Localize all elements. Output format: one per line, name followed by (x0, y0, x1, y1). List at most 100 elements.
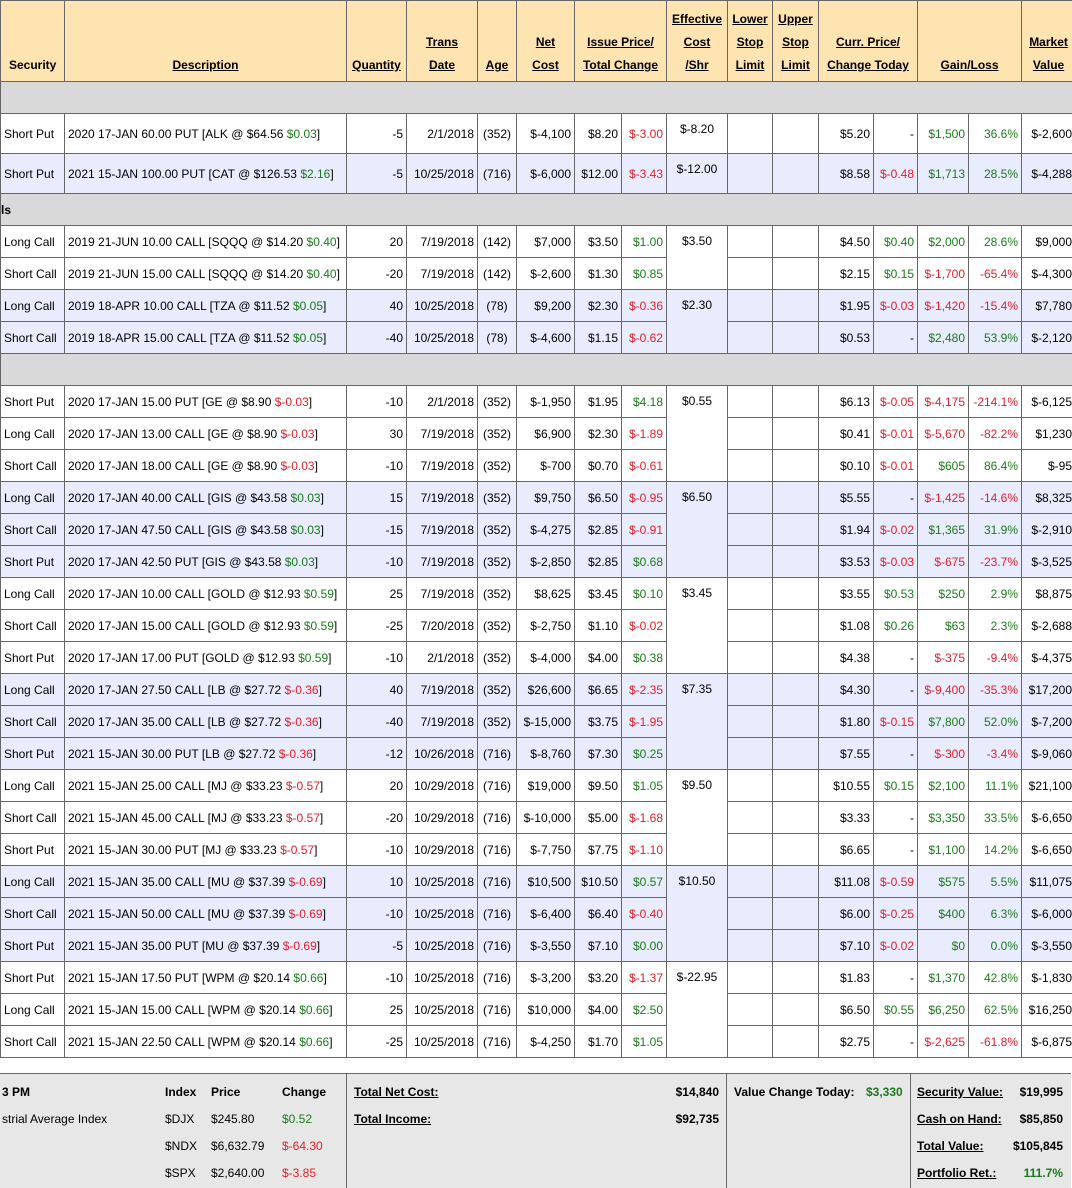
underlying-change: $-0.57 (286, 811, 320, 825)
issue-price-cell: $3.75 (575, 706, 622, 738)
description-text: 2019 18-APR 15.00 CALL [TZA @ $11.52 (68, 331, 293, 345)
quantity-cell: -25 (347, 610, 407, 642)
age-cell: (352) (478, 386, 517, 418)
trans-date-cell: 7/19/2018 (407, 546, 478, 578)
col-header-issue-price[interactable]: Issue Price/Total Change (575, 1, 667, 82)
upper-stop-limit-cell (773, 322, 819, 354)
description-end: ] (323, 331, 326, 345)
description-cell: 2019 21-JUN 15.00 CALL [SQQQ @ $14.20 $0… (65, 258, 347, 290)
gain-pct-cell: 31.9% (969, 514, 1022, 546)
gain-pct-cell: -23.7% (969, 546, 1022, 578)
issue-price-cell: $1.10 (575, 610, 622, 642)
age-cell: (716) (478, 834, 517, 866)
total-change-cell: $0.57 (622, 866, 667, 898)
upper-stop-limit-cell (773, 578, 819, 610)
header-label: Trans (426, 35, 458, 49)
col-header-security[interactable]: Security (1, 1, 65, 82)
description-end: ] (320, 811, 323, 825)
market-value-cell: $-4,288 (1022, 154, 1072, 194)
underlying-change: $-0.57 (286, 779, 320, 793)
current-price-cell: $5.20 (819, 114, 874, 154)
upper-stop-limit-cell (773, 898, 819, 930)
gain-loss-cell: $-9,400 (918, 674, 969, 706)
trans-date-cell: 10/25/2018 (407, 290, 478, 322)
col-header-curr-price[interactable]: Curr. Price/Change Today (819, 1, 918, 82)
col-header-gain-loss[interactable]: Gain/Loss (918, 1, 1022, 82)
market-value-cell: $17,200 (1022, 674, 1072, 706)
header-label: Age (486, 58, 509, 72)
gain-loss-cell: $63 (918, 610, 969, 642)
underlying-change: $-0.03 (275, 395, 309, 409)
market-value-cell: $8,875 (1022, 578, 1072, 610)
net-cost-cell: $9,750 (517, 482, 575, 514)
upper-stop-limit-cell (773, 514, 819, 546)
net-cost-cell: $-15,000 (517, 706, 575, 738)
net-cost-cell: $-700 (517, 450, 575, 482)
effective-cost-cell: $0.55 (667, 386, 728, 482)
header-label: Effective (672, 12, 722, 26)
quantity-cell: -10 (347, 962, 407, 994)
age-cell: (78) (478, 290, 517, 322)
header-label: /Shr (685, 58, 708, 72)
trans-date-cell: 10/26/2018 (407, 738, 478, 770)
col-header-age[interactable]: Age (478, 1, 517, 82)
upper-stop-limit-cell (773, 258, 819, 290)
issue-price-cell: $2.85 (575, 514, 622, 546)
net-cost-cell: $-10,000 (517, 802, 575, 834)
description-text: 2020 17-JAN 35.00 CALL [LB @ $27.72 (68, 715, 285, 729)
current-price-cell: $3.33 (819, 802, 874, 834)
issue-price-cell: $3.20 (575, 962, 622, 994)
security-type-cell: Long Call (1, 290, 65, 322)
gain-pct-cell: 2.3% (969, 610, 1022, 642)
underlying-change: $0.66 (299, 1035, 329, 1049)
change-today-cell: $-0.01 (874, 418, 918, 450)
description-end: ] (323, 299, 326, 313)
col-header-description[interactable]: Description (65, 1, 347, 82)
header-label: Net (536, 35, 555, 49)
footer-divider (346, 1074, 347, 1188)
market-value-cell: $-3,550 (1022, 930, 1072, 962)
lower-stop-limit-cell (728, 834, 773, 866)
description-cell: 2019 18-APR 15.00 CALL [TZA @ $11.52 $0.… (65, 322, 347, 354)
header-label: Stop (737, 35, 764, 49)
current-price-cell: $3.55 (819, 578, 874, 610)
lower-stop-limit-cell (728, 802, 773, 834)
age-cell: (716) (478, 962, 517, 994)
col-header-quantity[interactable]: Quantity (347, 1, 407, 82)
total-change-cell: $-3.43 (622, 154, 667, 194)
